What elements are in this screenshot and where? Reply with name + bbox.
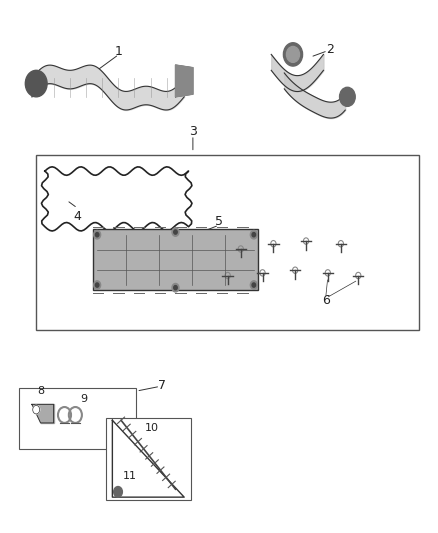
Text: 1: 1	[115, 45, 123, 58]
Text: 11: 11	[123, 471, 137, 481]
Circle shape	[172, 284, 179, 292]
Text: 4: 4	[74, 209, 81, 223]
Text: 7: 7	[159, 379, 166, 392]
Text: 3: 3	[189, 125, 197, 138]
Circle shape	[252, 283, 255, 287]
Text: 10: 10	[145, 423, 159, 433]
Circle shape	[283, 43, 303, 66]
Polygon shape	[32, 405, 53, 423]
Text: 6: 6	[321, 294, 329, 308]
Circle shape	[174, 286, 177, 290]
Circle shape	[172, 228, 179, 236]
Bar	[106, 418, 191, 500]
Circle shape	[251, 230, 257, 239]
Circle shape	[174, 230, 177, 234]
Circle shape	[95, 283, 99, 287]
Circle shape	[33, 406, 40, 414]
Bar	[36, 155, 419, 330]
Circle shape	[94, 281, 101, 289]
Bar	[19, 389, 136, 449]
Circle shape	[339, 87, 355, 107]
Text: 8: 8	[37, 386, 44, 396]
Circle shape	[114, 487, 122, 497]
Bar	[93, 229, 258, 290]
Polygon shape	[176, 65, 193, 97]
Text: 2: 2	[326, 43, 334, 55]
Circle shape	[25, 70, 47, 97]
Circle shape	[286, 46, 300, 62]
Circle shape	[251, 281, 257, 289]
Text: 5: 5	[215, 215, 223, 228]
Circle shape	[94, 230, 101, 239]
Circle shape	[252, 232, 255, 237]
Circle shape	[95, 232, 99, 237]
Text: 9: 9	[81, 394, 88, 404]
